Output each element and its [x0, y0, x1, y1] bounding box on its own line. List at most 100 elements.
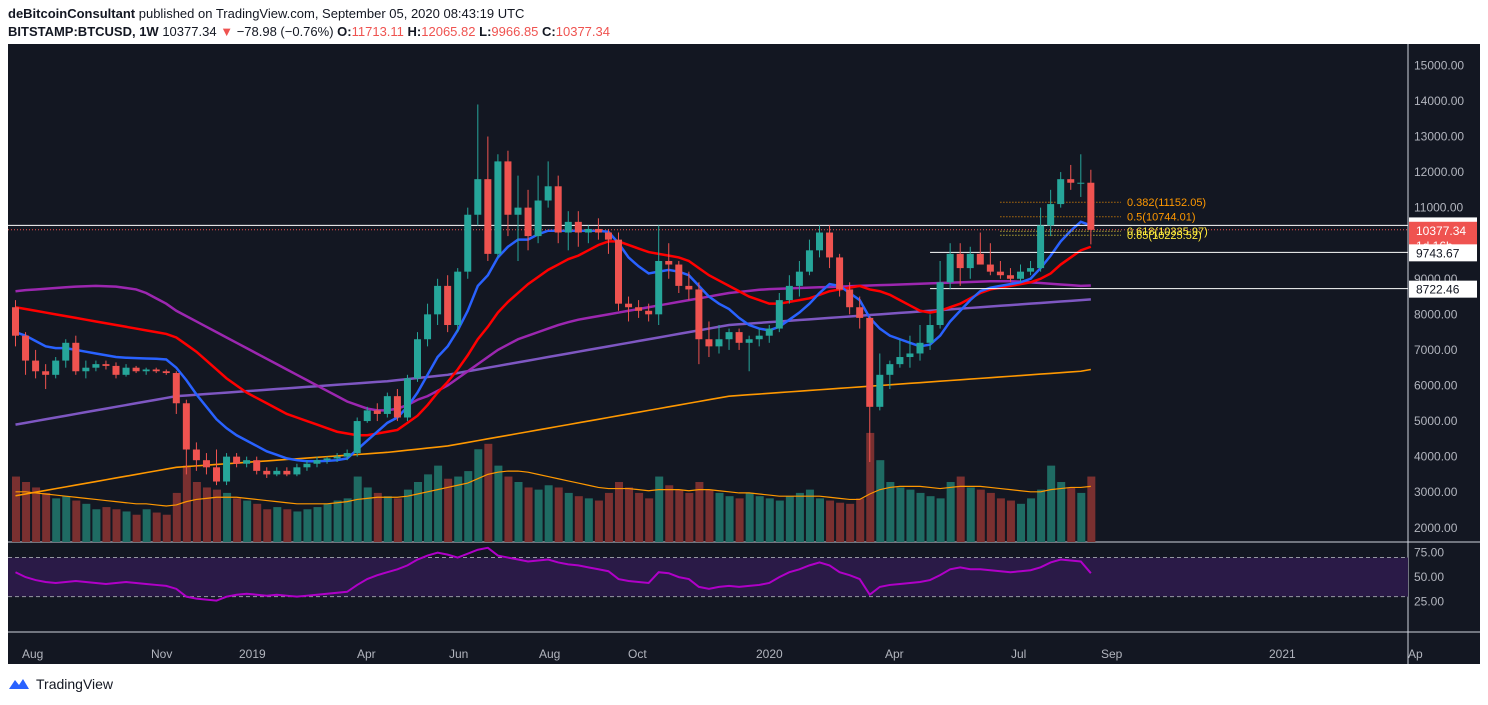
price-tick-label: 8000.00	[1414, 307, 1458, 321]
volume-bar	[826, 500, 835, 542]
volume-bar	[162, 514, 171, 542]
publisher-name[interactable]: deBitcoinConsultant	[8, 6, 136, 21]
volume-bar	[715, 492, 724, 542]
volume-bar	[62, 496, 71, 542]
volume-bar	[52, 498, 61, 542]
volume-bar	[313, 507, 322, 542]
ema-red-line	[15, 240, 1092, 437]
candle-body	[745, 339, 753, 343]
candle-body	[705, 339, 713, 347]
candle-body	[494, 161, 502, 254]
ma-violet-line	[15, 298, 1091, 426]
volume-bar	[112, 509, 121, 542]
time-tick-label: 2021	[1269, 647, 1296, 661]
volume-bar	[846, 503, 855, 542]
candle-body	[715, 339, 723, 347]
candle-body	[223, 456, 231, 482]
price-label-text: 10377.34	[1416, 224, 1466, 238]
symbol: BITSTAMP:BTCUSD, 1W	[8, 24, 159, 39]
candle-body	[574, 221, 582, 233]
candle-body	[695, 289, 703, 340]
fib-level-label: 0.65(10225.52)	[1127, 230, 1202, 242]
volume-bar	[946, 482, 955, 542]
tradingview-logo[interactable]: TradingView	[8, 676, 113, 692]
time-tick-label: Jul	[1011, 647, 1026, 661]
high-label: H:	[407, 24, 422, 39]
candle-body	[795, 271, 803, 286]
volume-bar	[393, 498, 402, 542]
candle-body	[192, 449, 200, 461]
candle-body	[916, 342, 924, 354]
candle-body	[735, 332, 743, 343]
candle-body	[102, 364, 110, 366]
time-tick-label: Apr	[357, 647, 376, 661]
volume-bar	[383, 496, 392, 542]
candle-body	[182, 403, 190, 450]
price-label-text: 9743.67	[1416, 246, 1460, 260]
candle-body	[846, 289, 854, 308]
volume-bar	[665, 485, 674, 542]
price-label-box	[1409, 244, 1477, 262]
candle-body	[383, 396, 391, 414]
candle-body	[464, 214, 472, 272]
volume-bar	[1006, 500, 1015, 542]
candle-body	[1027, 268, 1035, 272]
volume-bar	[675, 489, 684, 542]
candle-body	[785, 285, 793, 301]
candle-body	[263, 470, 271, 475]
volume-bar	[755, 496, 764, 542]
candle-body	[474, 179, 482, 215]
candle-body	[424, 314, 432, 340]
candle-body	[866, 317, 874, 407]
price-tick-label: 14000.00	[1414, 94, 1464, 108]
volume-bar	[554, 487, 563, 542]
candle-body	[112, 365, 120, 375]
candle-body	[1047, 204, 1055, 226]
candle-body	[253, 460, 261, 471]
volume-bar	[192, 482, 201, 542]
volume-bar	[434, 465, 443, 542]
volume-bar	[172, 492, 181, 542]
candle-body	[856, 307, 864, 318]
candle-body	[544, 186, 552, 201]
volume-bar	[986, 492, 995, 542]
candle-body	[514, 207, 522, 215]
open-value: 11713.11	[351, 24, 404, 39]
candle-body	[303, 463, 311, 468]
candle-body	[564, 221, 572, 233]
volume-bar	[243, 500, 252, 542]
candle-body	[725, 332, 733, 340]
volume-bar	[92, 509, 101, 542]
candle-body	[976, 253, 984, 265]
time-tick-label: Jun	[449, 647, 468, 661]
volume-bar	[976, 489, 985, 542]
rsi-line	[15, 546, 1092, 602]
volume-bar	[424, 474, 433, 542]
volume-bar	[645, 498, 654, 542]
volume-bar	[283, 509, 292, 542]
volume-bar	[353, 476, 362, 542]
volume-bar	[323, 503, 332, 542]
candle-body	[82, 367, 90, 372]
candle-body	[1006, 275, 1014, 279]
volume-bar	[72, 500, 81, 542]
volume-bar	[805, 489, 814, 542]
candle-body	[283, 470, 291, 475]
ma-orange-line	[15, 368, 1091, 497]
candle-body	[625, 303, 633, 308]
volume-bar	[444, 478, 453, 542]
candle-body	[986, 264, 994, 272]
candle-body	[162, 371, 170, 374]
volume-bar	[1057, 482, 1066, 542]
volume-bar	[42, 492, 51, 542]
volume-bar	[615, 482, 623, 542]
price-chart[interactable]: 0.382(11152.05) 0.5(10744.01) 0.618(10335.…	[8, 44, 1480, 664]
candle-body	[393, 396, 401, 418]
chart-area[interactable]: 0.382(11152.05) 0.5(10744.01) 0.618(10335.…	[8, 44, 1480, 664]
price-tick-label: 2000.00	[1414, 521, 1458, 535]
volume-bar	[22, 482, 31, 542]
volume-bar	[414, 482, 422, 542]
candle-body	[414, 339, 421, 379]
volume-bar	[343, 498, 352, 542]
price-tick-label: 11000.00	[1414, 201, 1463, 215]
